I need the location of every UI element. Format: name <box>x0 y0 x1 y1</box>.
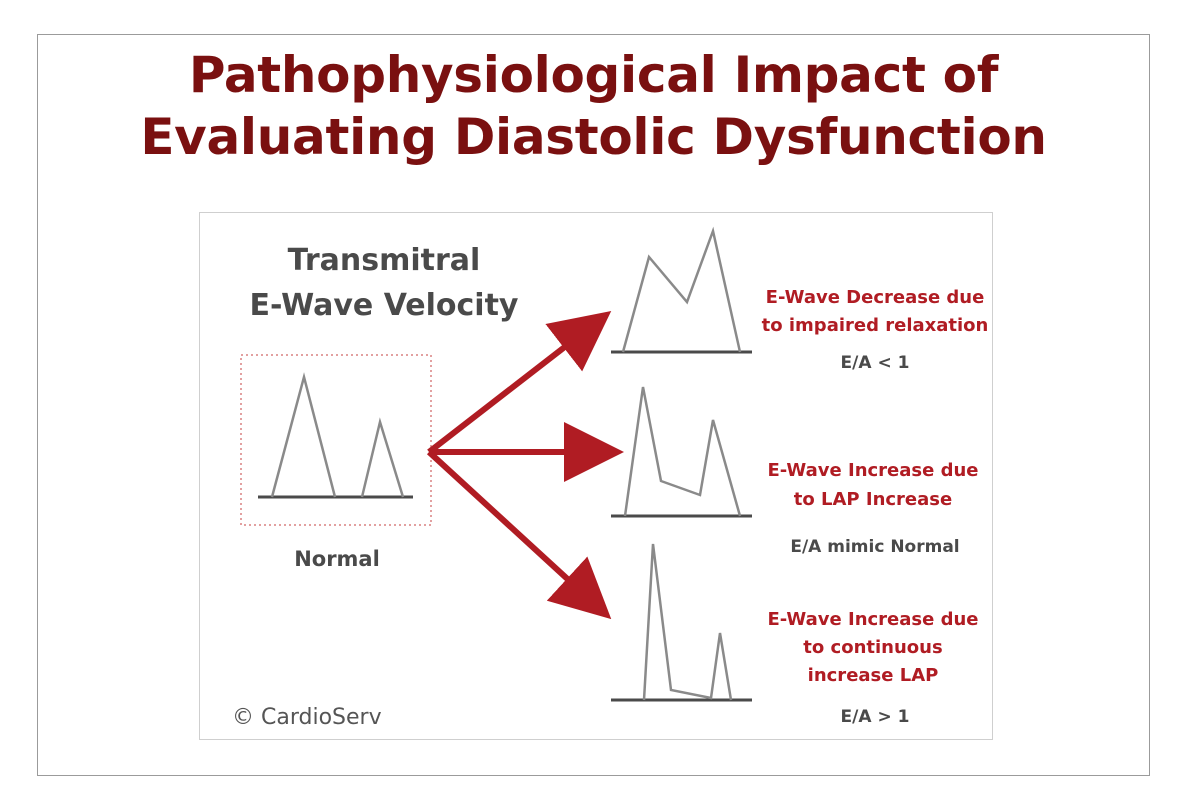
branch-2-label-line-2: to LAP Increase <box>793 489 953 510</box>
waveform-impaired-relaxation <box>611 226 752 354</box>
branch-1-ratio: E/A < 1 <box>840 353 910 373</box>
branch-3-ratio: E/A > 1 <box>840 707 910 727</box>
branch-1-label-line-2: to impaired relaxation <box>761 315 989 336</box>
branch-1-label-line-1: E-Wave Decrease due <box>765 287 985 308</box>
branch-3-label-line-3: increase LAP <box>807 665 939 686</box>
branch-2-label-line-1: E-Wave Increase due <box>767 460 979 481</box>
page-title: Pathophysiological Impact of Evaluating … <box>37 44 1150 168</box>
branch-2-ratio: E/A mimic Normal <box>790 537 960 557</box>
arrow-to-impaired-relaxation <box>427 310 612 455</box>
heading-e-wave-velocity: E-Wave Velocity <box>249 288 519 323</box>
title-line-2: Evaluating Diastolic Dysfunction <box>140 108 1047 166</box>
waveform-lap-increase <box>611 386 752 518</box>
normal-label: Normal <box>294 547 380 571</box>
outer-frame <box>37 34 1150 776</box>
waveform-2-trace <box>623 386 742 517</box>
normal-a-wave <box>360 417 405 498</box>
title-line-1: Pathophysiological Impact of <box>188 46 999 104</box>
diagram-panel <box>199 212 993 740</box>
copyright-text: © CardioServ <box>232 705 382 730</box>
arrow-to-continuous-lap <box>426 449 612 620</box>
waveform-3-trace <box>642 543 733 701</box>
waveform-continuous-lap <box>611 543 752 702</box>
normal-e-wave <box>270 372 337 498</box>
branch-3-label-line-2: to continuous <box>803 637 943 658</box>
normal-dotted-box <box>240 354 432 526</box>
branch-3-label-line-1: E-Wave Increase due <box>767 609 979 630</box>
heading-transmitral: Transmitral <box>287 243 481 278</box>
normal-waveform <box>258 372 413 499</box>
waveform-1-trace <box>621 226 742 353</box>
arrows <box>426 310 624 620</box>
